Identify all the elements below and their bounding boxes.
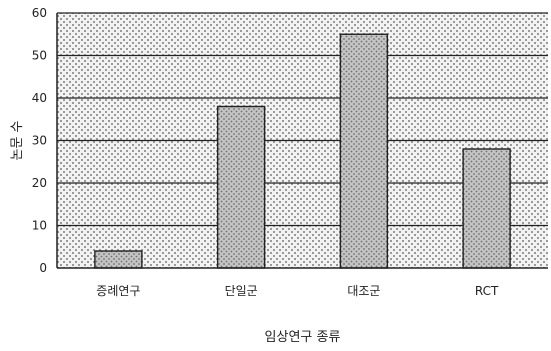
x-tick-label: 증례연구 [96,284,140,298]
y-tick-label: 10 [32,219,47,233]
y-axis-ticks: 0 10 20 30 40 50 60 [32,6,47,275]
x-tick-label: 단일군 [225,284,258,298]
gridlines [57,12,548,227]
y-tick-label: 40 [32,91,47,105]
x-tick-label: RCT [475,284,499,298]
x-axis-label: 임상연구 종류 [265,330,341,345]
y-tick-label: 0 [39,261,47,275]
y-tick-label: 60 [32,6,47,20]
y-tick-label: 50 [32,49,47,63]
y-tick-label: 20 [32,176,47,190]
bar-증례연구 [94,250,143,269]
bars [94,33,511,269]
y-tick-label: 30 [32,134,47,148]
bar-대조군 [339,33,389,269]
y-axis-label: 논문 수 [10,120,25,160]
x-tick-label: 대조군 [347,284,380,298]
bar-RCT [462,148,511,269]
x-axis-ticks: 증례연구 단일군 대조군 RCT [96,284,499,298]
bar-단일군 [216,105,266,269]
